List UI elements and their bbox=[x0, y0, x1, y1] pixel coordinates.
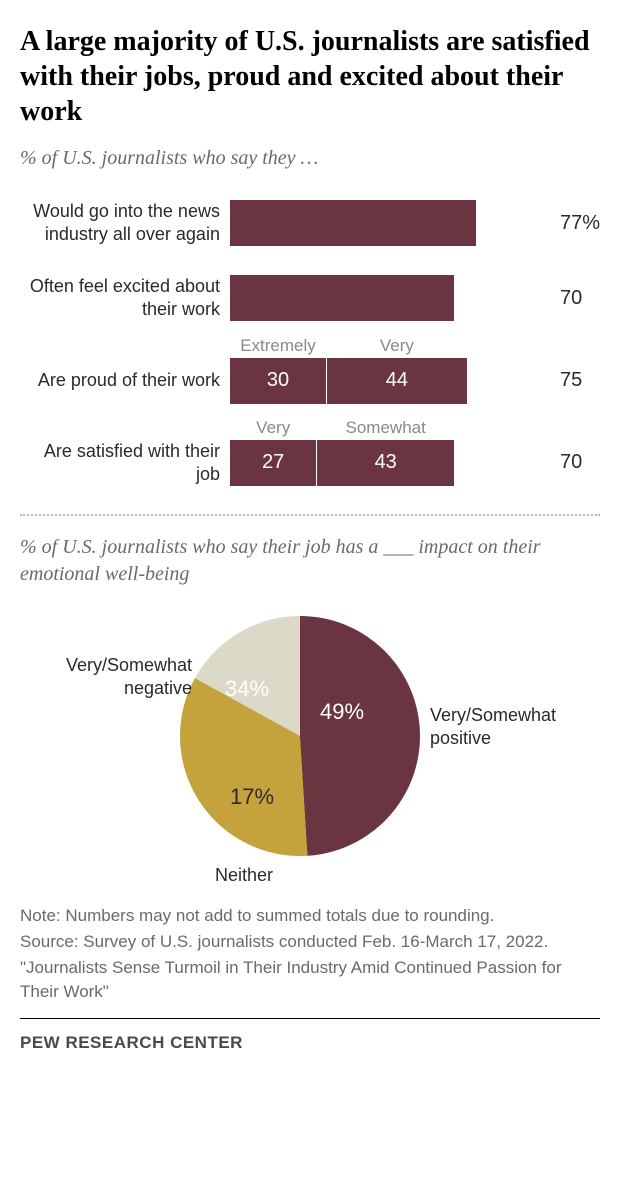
pie-slice-pct: 17% bbox=[230, 784, 274, 810]
bar-segment-toplabel: Extremely bbox=[230, 336, 326, 356]
footnote: Note: Numbers may not add to summed tota… bbox=[20, 904, 600, 928]
bar-row: Are satisfied with their job27Very43Some… bbox=[20, 440, 600, 487]
section-divider bbox=[20, 514, 600, 516]
pie-subtitle: % of U.S. journalists who say their job … bbox=[20, 534, 600, 588]
bar-segment bbox=[230, 275, 454, 321]
footnote: Source: Survey of U.S. journalists condu… bbox=[20, 930, 600, 954]
pie-slice-label: Very/Somewhat positive bbox=[430, 704, 590, 749]
bar-label: Would go into the news industry all over… bbox=[20, 200, 230, 247]
bar-total: 70 bbox=[560, 451, 582, 474]
pie-circle bbox=[180, 616, 420, 856]
bar-segment: 27Very bbox=[230, 440, 316, 486]
bar-total: 77% bbox=[560, 212, 600, 235]
pie-chart: Very/Somewhat positive 49% Very/Somewhat n… bbox=[20, 604, 600, 894]
bar-segment-value: 27 bbox=[262, 451, 284, 474]
bar-segment-toplabel: Very bbox=[327, 336, 467, 356]
bar-row: Are proud of their work30Extremely44Very… bbox=[20, 358, 600, 404]
footnote: "Journalists Sense Turmoil in Their Indu… bbox=[20, 956, 600, 1004]
chart-subtitle: % of U.S. journalists who say they … bbox=[20, 147, 600, 170]
bar-track bbox=[230, 200, 550, 246]
pie-slice-label: Neither bbox=[215, 864, 273, 887]
chart-title: A large majority of U.S. journalists are… bbox=[20, 24, 600, 129]
bar-total: 75 bbox=[560, 369, 582, 392]
bar-segment-toplabel: Somewhat bbox=[317, 418, 454, 438]
pie-slice-pct: 49% bbox=[320, 699, 364, 725]
bar-segment-value: 44 bbox=[386, 369, 408, 392]
bar-segment-value: 30 bbox=[267, 369, 289, 392]
bar-label: Are satisfied with their job bbox=[20, 440, 230, 487]
bar-row: Would go into the news industry all over… bbox=[20, 200, 600, 247]
bar-track: 30Extremely44Very bbox=[230, 358, 550, 404]
pie-slice-label: Very/Somewhat negative bbox=[32, 654, 192, 699]
bar-total: 70 bbox=[560, 287, 582, 310]
bar-segment-toplabel: Very bbox=[230, 418, 316, 438]
bar-segment bbox=[230, 200, 476, 246]
pie-slice-pct: 34% bbox=[225, 676, 269, 702]
footer-attribution: PEW RESEARCH CENTER bbox=[20, 1018, 600, 1053]
bar-track: 27Very43Somewhat bbox=[230, 440, 550, 486]
bar-segment: 43Somewhat bbox=[316, 440, 454, 486]
bar-label: Are proud of their work bbox=[20, 369, 230, 392]
bar-segment: 44Very bbox=[326, 358, 467, 404]
bar-label: Often feel excited about their work bbox=[20, 275, 230, 322]
bar-segment-value: 43 bbox=[375, 451, 397, 474]
bar-track bbox=[230, 275, 550, 321]
bar-segment: 30Extremely bbox=[230, 358, 326, 404]
bar-row: Often feel excited about their work 70 bbox=[20, 275, 600, 322]
bar-chart: Would go into the news industry all over… bbox=[20, 200, 600, 486]
